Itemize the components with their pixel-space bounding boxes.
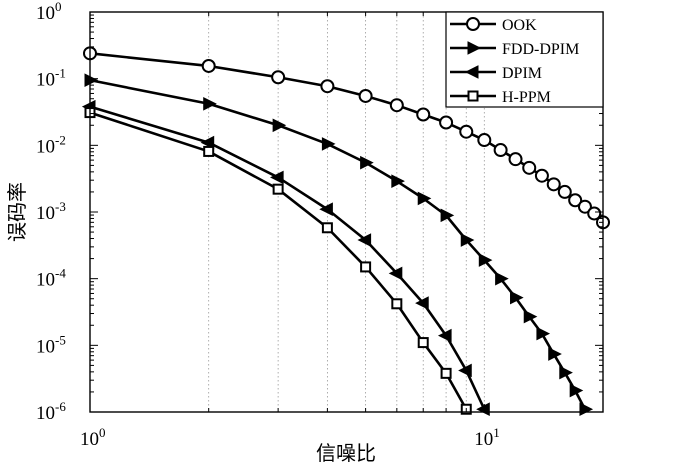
data-point bbox=[440, 367, 452, 379]
data-point bbox=[203, 96, 217, 111]
data-point bbox=[439, 115, 454, 130]
data-point bbox=[587, 206, 602, 221]
data-point bbox=[458, 363, 472, 378]
data-point bbox=[203, 145, 215, 157]
data-point bbox=[270, 170, 284, 185]
data-point bbox=[360, 155, 374, 170]
data-point bbox=[272, 118, 287, 133]
data-point bbox=[522, 160, 537, 175]
y-tick-label: 10-5 bbox=[36, 332, 66, 357]
data-point bbox=[417, 191, 432, 206]
x-tick-label: 100 bbox=[80, 425, 106, 450]
legend-item: DPIM bbox=[450, 65, 542, 82]
data-point bbox=[415, 296, 429, 310]
data-point bbox=[534, 168, 549, 183]
data-point bbox=[200, 135, 215, 150]
data-point bbox=[321, 137, 336, 151]
legend-label: H-PPM bbox=[502, 89, 551, 106]
data-point bbox=[417, 337, 429, 349]
data-point bbox=[478, 253, 493, 267]
data-point bbox=[546, 177, 561, 192]
legend-item: FDD-DPIM bbox=[450, 41, 579, 58]
data-point bbox=[508, 152, 523, 167]
legend-marker bbox=[467, 41, 482, 55]
y-axis-label: 误码率 bbox=[5, 182, 29, 242]
data-point bbox=[416, 107, 431, 122]
data-point bbox=[559, 365, 573, 380]
legend-item: OOK bbox=[450, 17, 537, 34]
series-fdd-dpim bbox=[84, 73, 594, 417]
legend-label: FDD-DPIM bbox=[502, 41, 579, 58]
data-point bbox=[391, 298, 403, 310]
y-tick-label: 10-2 bbox=[36, 132, 66, 157]
legend-marker bbox=[464, 65, 479, 79]
series-group bbox=[81, 46, 610, 417]
data-point bbox=[495, 271, 509, 286]
data-point bbox=[271, 70, 286, 85]
data-point bbox=[510, 290, 524, 305]
data-point bbox=[320, 79, 335, 94]
data-point bbox=[388, 266, 403, 281]
data-point bbox=[569, 383, 584, 398]
data-point bbox=[319, 202, 333, 217]
data-point bbox=[391, 174, 405, 188]
data-point bbox=[321, 222, 333, 234]
data-point bbox=[357, 233, 372, 247]
series-ook bbox=[83, 46, 610, 230]
data-point bbox=[360, 261, 372, 273]
data-point bbox=[440, 208, 455, 223]
data-point bbox=[84, 73, 99, 87]
data-point bbox=[272, 183, 284, 195]
legend: OOK FDD-DPIM DPIM H-PPM bbox=[445, 11, 604, 108]
y-tick-label: 10-3 bbox=[36, 199, 66, 224]
data-point bbox=[557, 184, 572, 199]
data-point bbox=[548, 347, 562, 361]
data-point bbox=[536, 326, 551, 341]
data-point bbox=[493, 143, 508, 158]
y-tick-label: 10-6 bbox=[36, 399, 66, 424]
data-point bbox=[477, 133, 492, 148]
data-point bbox=[437, 328, 452, 343]
tick-labels: 100 10-1 10-2 10-3 10-4 10-5 10-6 100 101 bbox=[36, 0, 500, 450]
data-point bbox=[358, 88, 373, 103]
legend-marker bbox=[466, 17, 480, 31]
legend-label: OOK bbox=[502, 17, 537, 34]
y-tick-label: 10-1 bbox=[36, 66, 66, 91]
data-point bbox=[459, 124, 474, 139]
series-line bbox=[89, 105, 486, 410]
legend-marker bbox=[467, 90, 479, 102]
legend-item: H-PPM bbox=[450, 89, 551, 106]
data-point bbox=[577, 199, 592, 214]
y-tick-label: 10-4 bbox=[36, 266, 66, 291]
data-point bbox=[460, 233, 475, 247]
x-tick-label: 101 bbox=[474, 425, 500, 450]
data-point bbox=[201, 58, 216, 73]
y-tick-label: 100 bbox=[36, 0, 62, 24]
data-point bbox=[568, 193, 583, 208]
legend-label: DPIM bbox=[502, 65, 542, 82]
data-point bbox=[389, 98, 404, 113]
x-axis-label: 信噪比 bbox=[316, 441, 376, 465]
data-point bbox=[523, 309, 538, 324]
